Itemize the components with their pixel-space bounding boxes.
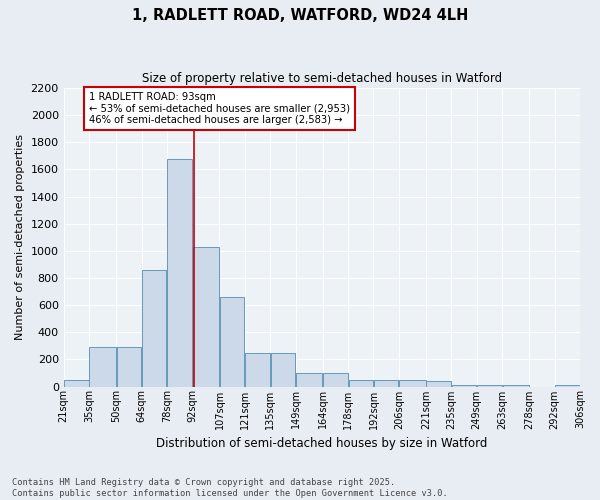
Text: Contains HM Land Registry data © Crown copyright and database right 2025.
Contai: Contains HM Land Registry data © Crown c… (12, 478, 448, 498)
Bar (220, 297, 244, 386)
Bar (116, 347, 141, 387)
Bar (271, 352, 295, 386)
Text: 1 RADLETT ROAD: 93sqm
← 53% of semi-detached houses are smaller (2,953)
46% of s: 1 RADLETT ROAD: 93sqm ← 53% of semi-deta… (89, 92, 350, 126)
Text: 1, RADLETT ROAD, WATFORD, WD24 4LH: 1, RADLETT ROAD, WATFORD, WD24 4LH (132, 8, 468, 22)
Bar (427, 381, 451, 386)
Bar (323, 373, 347, 386)
Bar (503, 385, 529, 386)
Bar (296, 373, 322, 386)
Bar (64, 380, 89, 386)
Bar (452, 385, 476, 386)
Bar (399, 380, 425, 386)
Bar (89, 347, 116, 387)
X-axis label: Distribution of semi-detached houses by size in Watford: Distribution of semi-detached houses by … (156, 437, 488, 450)
Bar (555, 385, 580, 386)
Bar (245, 352, 270, 386)
Bar (349, 380, 373, 386)
Y-axis label: Number of semi-detached properties: Number of semi-detached properties (15, 134, 25, 340)
Bar (374, 380, 398, 386)
Bar (167, 158, 192, 386)
Bar (193, 247, 219, 386)
Bar (477, 385, 502, 386)
Bar (142, 270, 166, 386)
Title: Size of property relative to semi-detached houses in Watford: Size of property relative to semi-detach… (142, 72, 502, 86)
